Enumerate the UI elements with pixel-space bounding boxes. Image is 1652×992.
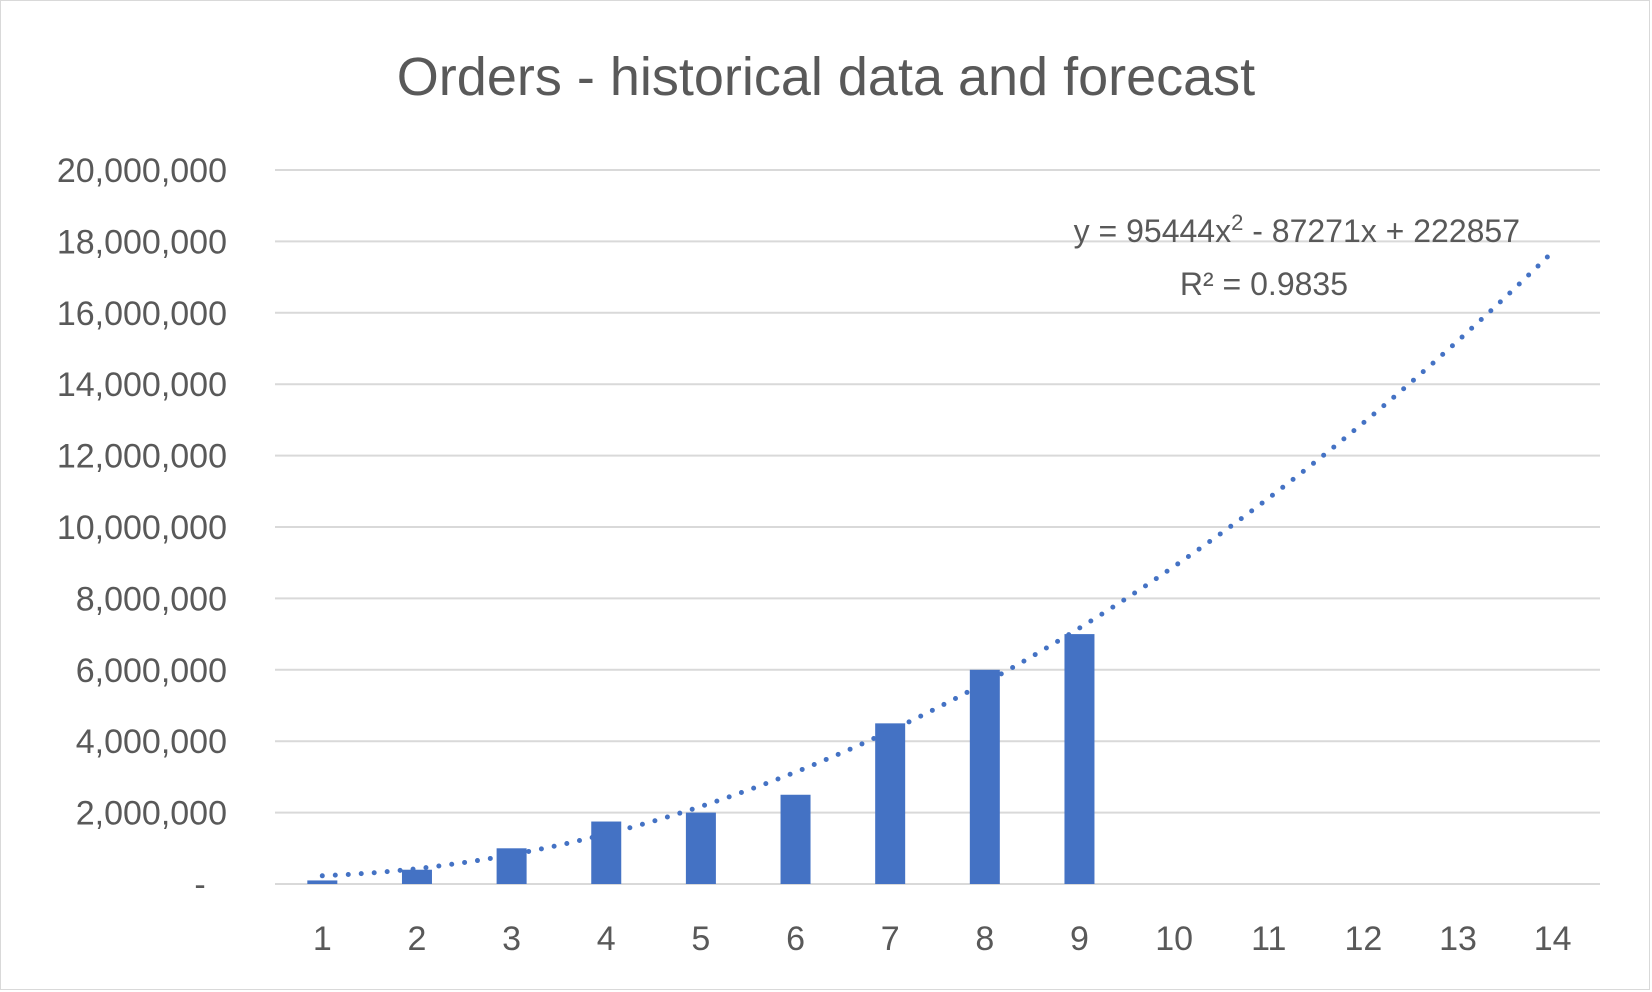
y-tick-label: 16,000,000 — [57, 295, 227, 333]
bar — [401, 869, 432, 884]
y-axis-ticks: - 2,000,000 4,000,000 6,000,000 8,000,000 10,… — [57, 152, 227, 904]
x-tick-label: 1 — [313, 920, 332, 958]
x-tick-label: 13 — [1439, 920, 1477, 958]
x-tick-label: 9 — [1070, 920, 1089, 958]
x-tick-label: 7 — [881, 920, 900, 958]
y-tick-label: 14,000,000 — [57, 366, 227, 404]
trendline — [319, 249, 1556, 879]
x-tick-label: 4 — [597, 920, 616, 958]
bar — [496, 848, 527, 884]
x-tick-label: 6 — [786, 920, 805, 958]
bar — [1064, 634, 1095, 884]
gridlines — [275, 169, 1600, 885]
bar — [685, 812, 716, 884]
y-tick-label: 2,000,000 — [76, 795, 227, 833]
chart-title: Orders - historical data and forecast — [397, 47, 1255, 107]
bar — [969, 669, 1000, 884]
y-tick-label: 6,000,000 — [76, 652, 227, 690]
y-tick-label: 18,000,000 — [57, 223, 227, 261]
bar — [307, 880, 338, 884]
x-tick-label: 3 — [502, 920, 521, 958]
trendline-group — [319, 249, 1556, 879]
bar — [780, 794, 811, 884]
trendline-r2-label: R² = 0.9835 — [1180, 266, 1348, 302]
bars — [307, 634, 1095, 884]
x-tick-label: 8 — [975, 920, 994, 958]
x-axis-ticks: 1 2 3 4 5 6 7 8 9 10 11 12 13 14 — [313, 920, 1572, 958]
x-tick-label: 5 — [691, 920, 710, 958]
y-tick-label: 8,000,000 — [76, 580, 227, 618]
x-tick-label: 12 — [1344, 920, 1382, 958]
bar — [875, 723, 906, 884]
y-tick-label: 4,000,000 — [76, 723, 227, 761]
trendline-equation-label: y = 95444x2 - 87271x + 222857 — [1074, 210, 1520, 249]
y-tick-label: 10,000,000 — [57, 509, 227, 547]
x-tick-label: 14 — [1534, 920, 1572, 958]
y-tick-label: - — [194, 866, 205, 904]
x-tick-label: 2 — [408, 920, 427, 958]
x-tick-label: 11 — [1251, 920, 1286, 958]
y-tick-label: 20,000,000 — [57, 152, 227, 190]
y-tick-label: 12,000,000 — [57, 438, 227, 476]
x-tick-label: 10 — [1155, 920, 1193, 958]
